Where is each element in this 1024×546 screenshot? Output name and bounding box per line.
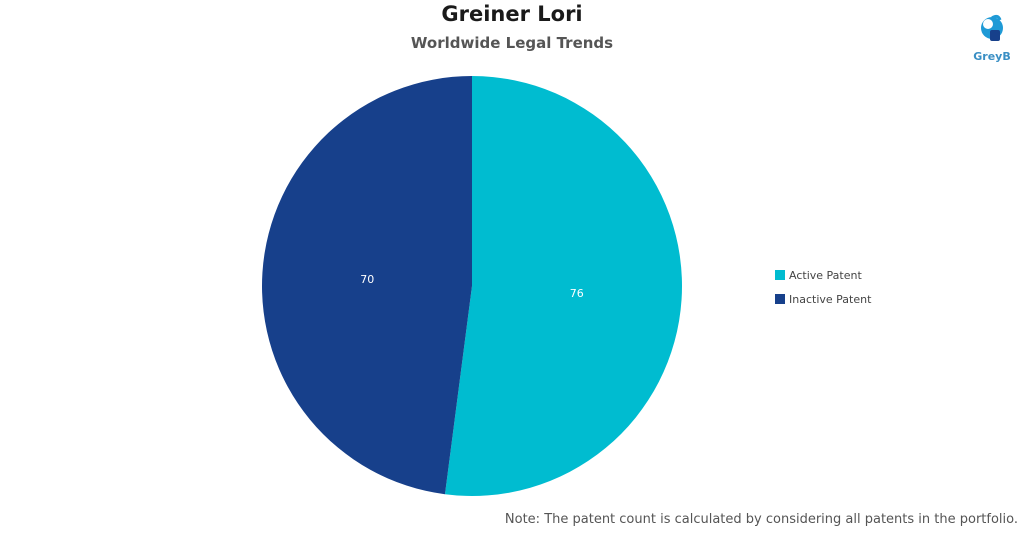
legend-label-inactive: Inactive Patent — [789, 292, 872, 306]
greyb-logo: GreyB — [968, 10, 1016, 66]
legend-swatch-active — [775, 270, 785, 280]
data-label-active: 76 — [570, 287, 584, 300]
footnote: Note: The patent count is calculated by … — [504, 512, 1018, 527]
data-label-inactive: 70 — [360, 273, 374, 286]
legend-label-active: Active Patent — [789, 268, 862, 282]
chart-subtitle: Worldwide Legal Trends — [410, 34, 614, 52]
legend-swatch-inactive — [775, 294, 785, 304]
logo-text: GreyB — [973, 50, 1011, 63]
legend-item-inactive[interactable]: Inactive Patent — [775, 291, 871, 307]
pie-slice-inactive[interactable] — [261, 76, 472, 495]
pie-slice-active[interactable] — [444, 76, 682, 496]
chart-legend: Active Patent Inactive Patent — [775, 267, 871, 315]
legend-item-active[interactable]: Active Patent — [775, 267, 871, 283]
chart-title: Greiner Lori — [441, 2, 583, 26]
logo-mark-icon — [981, 14, 1003, 41]
